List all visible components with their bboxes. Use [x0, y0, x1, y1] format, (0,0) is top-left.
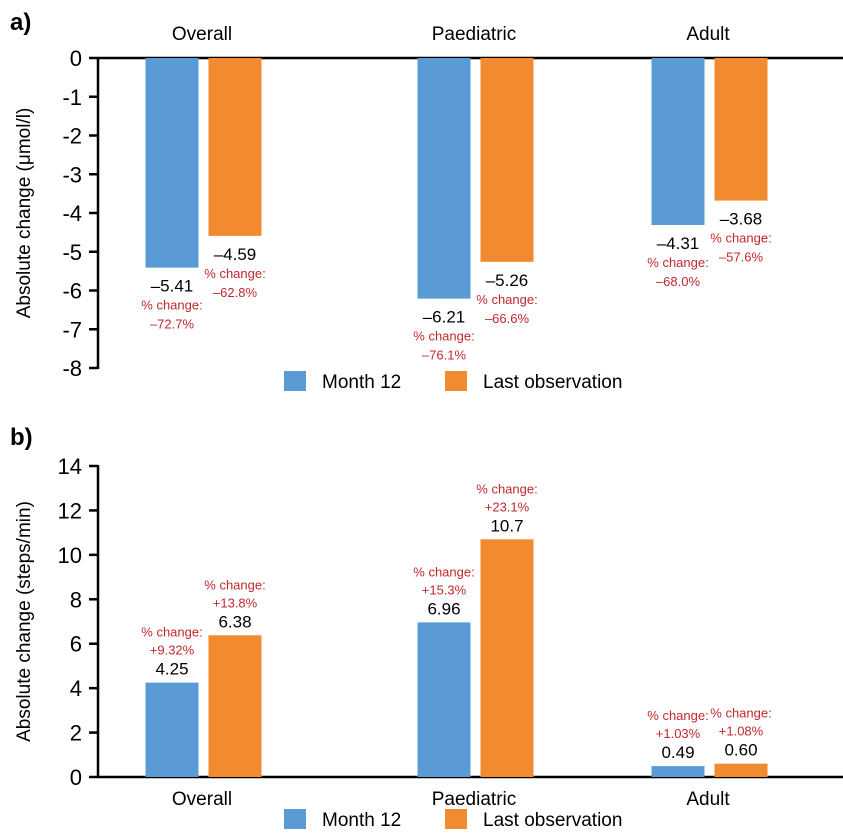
category-label: Overall [172, 789, 232, 810]
y-tick-label: 6 [70, 632, 82, 657]
category-label: Adult [686, 24, 730, 45]
value-label: –6.21 [423, 308, 466, 327]
bar [417, 622, 471, 777]
y-axis-title: Absolute change (steps/min) [14, 501, 35, 742]
panel-label: a) [10, 9, 31, 36]
y-tick-label: 12 [58, 498, 82, 523]
value-label: 6.96 [427, 599, 460, 618]
bar [480, 539, 534, 777]
y-tick-label: 14 [58, 454, 82, 479]
y-tick-label: -5 [62, 240, 82, 265]
legend-swatch [284, 371, 306, 391]
legend-swatch [284, 809, 306, 829]
legend-label: Month 12 [322, 372, 401, 393]
pct-change-value: –76.1% [422, 348, 467, 363]
category-label: Adult [686, 789, 730, 810]
legend-label: Last observation [483, 810, 622, 831]
legend-label: Month 12 [322, 810, 401, 831]
value-label: –4.31 [657, 234, 700, 253]
pct-change-value: +1.03% [656, 726, 701, 741]
panel-label: b) [10, 424, 33, 451]
category-label: Overall [172, 24, 232, 45]
pct-change-value: +9.32% [150, 643, 195, 658]
value-label: 6.38 [218, 612, 251, 631]
pct-change-label: % change: [647, 255, 708, 270]
pct-change-value: +23.1% [485, 499, 530, 514]
bar [208, 635, 262, 777]
legend-swatch [445, 809, 467, 829]
y-axis-title: Absolute change (μmol/l) [14, 108, 35, 319]
bar [651, 58, 705, 226]
pct-change-value: –68.0% [656, 274, 701, 289]
value-label: –5.26 [486, 271, 529, 290]
value-label: 0.60 [724, 741, 757, 760]
pct-change-value: –62.8% [213, 285, 258, 300]
value-label: 4.25 [155, 660, 188, 679]
bar [714, 58, 768, 201]
y-tick-label: -8 [62, 356, 82, 381]
value-label: 0.49 [661, 743, 694, 762]
pct-change-value: +15.3% [422, 582, 467, 597]
pct-change-label: % change: [710, 231, 771, 246]
pct-change-value: +13.8% [213, 595, 258, 610]
y-tick-label: 0 [70, 765, 82, 790]
y-tick-label: -6 [62, 279, 82, 304]
bar [417, 58, 471, 299]
category-label: Paediatric [432, 24, 517, 45]
y-tick-label: 8 [70, 587, 82, 612]
bar [651, 766, 705, 777]
y-tick-label: 0 [70, 46, 82, 71]
y-tick-label: -2 [62, 124, 82, 149]
value-label: –3.68 [720, 210, 763, 229]
pct-change-value: –66.6% [485, 311, 530, 326]
legend-label: Last observation [483, 372, 622, 393]
pct-change-value: –72.7% [150, 317, 195, 332]
category-label: Paediatric [432, 789, 517, 810]
pct-change-label: % change: [413, 329, 474, 344]
y-tick-label: 10 [58, 543, 82, 568]
y-tick-label: -1 [62, 85, 82, 110]
bar [145, 682, 199, 777]
bar [714, 763, 768, 777]
value-label: –4.59 [214, 245, 257, 264]
pct-change-label: % change: [476, 481, 537, 496]
legend-swatch [445, 371, 467, 391]
bar [208, 58, 262, 236]
bar [145, 58, 199, 268]
pct-change-label: % change: [204, 266, 265, 281]
pct-change-value: –57.6% [719, 250, 764, 265]
pct-change-label: % change: [710, 706, 771, 721]
pct-change-label: % change: [204, 577, 265, 592]
pct-change-label: % change: [141, 625, 202, 640]
y-tick-label: -3 [62, 162, 82, 187]
value-label: 10.7 [490, 516, 523, 535]
y-tick-label: 2 [70, 721, 82, 746]
value-label: –5.41 [151, 277, 194, 296]
pct-change-label: % change: [413, 564, 474, 579]
pct-change-label: % change: [647, 708, 708, 723]
pct-change-value: +1.08% [719, 724, 764, 739]
bar [480, 58, 534, 262]
pct-change-label: % change: [476, 292, 537, 307]
y-tick-label: -7 [62, 317, 82, 342]
pct-change-label: % change: [141, 298, 202, 313]
y-tick-label: -4 [62, 201, 82, 226]
y-tick-label: 4 [70, 676, 82, 701]
